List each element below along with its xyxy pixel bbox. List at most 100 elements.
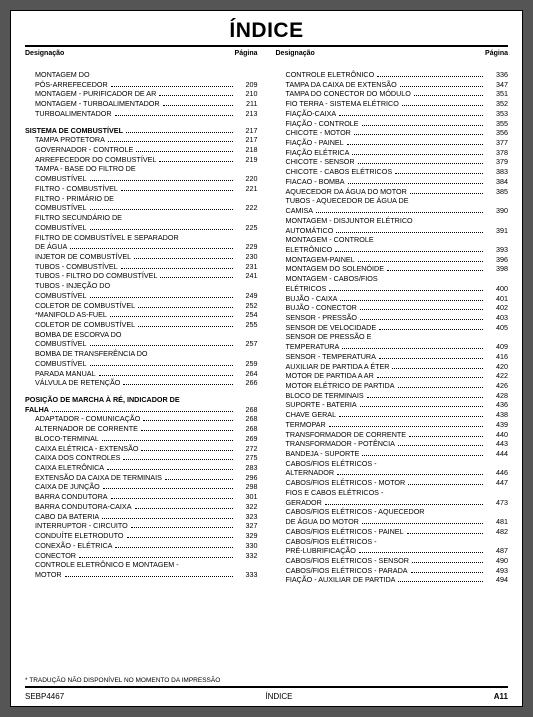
leader xyxy=(337,469,483,475)
index-page: 426 xyxy=(486,381,508,391)
index-row: POSIÇÃO DE MARCHA À RÉ, INDICADOR DE xyxy=(25,395,258,405)
leader xyxy=(123,379,232,385)
index-row: SISTEMA DE COMBUSTÍVEL217 xyxy=(25,126,258,136)
leader xyxy=(410,188,483,194)
index-label: TAMPA PROTETORA xyxy=(25,135,105,145)
index-row: INJETOR DE COMBUSTÍVEL230 xyxy=(25,252,258,262)
index-page: 390 xyxy=(486,206,508,216)
index-label: ALTERNADOR xyxy=(276,468,335,478)
index-row: COLETOR DE COMBUSTÍVEL252 xyxy=(25,301,258,311)
index-row: DE ÁGUA229 xyxy=(25,242,258,252)
index-label: COMBUSTÍVEL xyxy=(25,291,87,301)
index-row: CONTROLE ELETRÔNICO336 xyxy=(276,70,509,80)
index-label: SENSOR DE VELOCIDADE xyxy=(276,323,377,333)
leader xyxy=(111,493,233,499)
leader xyxy=(160,272,232,278)
index-row: CONEXÃO - ELÉTRICA330 xyxy=(25,541,258,551)
index-page: 269 xyxy=(236,434,258,444)
index-label: CABOS/FIOS ELÉTRICOS - SENSOR xyxy=(276,556,409,566)
index-page: 396 xyxy=(486,255,508,265)
index-label: DE ÁGUA DO MOTOR xyxy=(276,517,359,527)
index-page: 217 xyxy=(236,126,258,136)
index-row: BUJÃO - CAIXA401 xyxy=(276,294,509,304)
index-row: TAMPA PROTETORA 217 xyxy=(25,135,258,145)
index-label: COMBUSTÍVEL xyxy=(25,339,87,349)
index-row: CHICOTE - MOTOR356 xyxy=(276,128,509,138)
index-label: CAIXA DE JUNÇÃO xyxy=(25,482,100,492)
index-label: VÁLVULA DE RETENÇÃO xyxy=(25,378,120,388)
index-label: MONTAGEM DO SOLENÓIDE xyxy=(276,264,385,274)
index-row: FIAÇÃO - AUXILIAR DE PARTIDA494 xyxy=(276,575,509,585)
index-label: COMBUSTÍVEL xyxy=(25,174,87,184)
index-row: CABOS/FIOS ELÉTRICOS - AQUECEDOR xyxy=(276,507,509,517)
index-label: MONTAGEM - CONTROLE xyxy=(276,235,374,245)
index-row: ELETRÔNICO393 xyxy=(276,245,509,255)
index-page: 401 xyxy=(486,294,508,304)
index-page: 210 xyxy=(236,89,258,99)
index-label: TUBOS - INJEÇÃO DO xyxy=(25,281,110,291)
leader xyxy=(141,445,232,451)
leader xyxy=(359,547,483,553)
leader xyxy=(121,185,233,191)
index-row: CABOS/FIOS ELÉTRICOS - PAINEL482 xyxy=(276,527,509,537)
index-row: BANDEJA - SUPORTE444 xyxy=(276,449,509,459)
index-label: MONTAGEM - DISJUNTOR ELÉTRICO xyxy=(276,216,413,226)
index-page: 218 xyxy=(236,145,258,155)
index-page: 416 xyxy=(486,352,508,362)
index-page: 230 xyxy=(236,252,258,262)
leader xyxy=(131,522,233,528)
index-label: CONDUÍTE ELETRODUTO xyxy=(25,531,124,541)
leader xyxy=(336,227,483,233)
leader xyxy=(362,450,483,456)
index-page: 219 xyxy=(236,155,258,165)
index-page: 231 xyxy=(236,262,258,272)
index-row: COMBUSTÍVEL 225 xyxy=(25,223,258,233)
index-page: 323 xyxy=(236,512,258,522)
index-page: 217 xyxy=(236,135,258,145)
index-row: TUBOS - FILTRO DO COMBUSTÍVEL241 xyxy=(25,271,258,281)
index-page: 268 xyxy=(236,405,258,415)
index-page: 241 xyxy=(236,271,258,281)
index-row: CABOS/FIOS ELÉTRICOS - SENSOR490 xyxy=(276,556,509,566)
index-page: 393 xyxy=(486,245,508,255)
index-row: CABOS/FIOS ELÉTRICOS - xyxy=(276,537,509,547)
colhead-left-label: Designação xyxy=(276,50,315,57)
index-label: CHAVE GERAL xyxy=(276,410,337,420)
index-page: 275 xyxy=(236,453,258,463)
index-page: 420 xyxy=(486,362,508,372)
leader xyxy=(90,292,233,298)
right-column: Designação Página CONTROLE ELETRÔNICO336… xyxy=(276,50,509,650)
index-label: COMBUSTÍVEL xyxy=(25,223,87,233)
index-page: 398 xyxy=(486,264,508,274)
leader xyxy=(102,513,232,519)
index-label: TAMPA DA CAIXA DE EXTENSÃO xyxy=(276,80,397,90)
index-label: BLOCO DE TERMINAIS xyxy=(276,391,364,401)
index-page: 225 xyxy=(236,223,258,233)
index-row: MONTAGEM DO SOLENÓIDE 398 xyxy=(276,264,509,274)
index-row: ALTERNADOR DE CORRENTE268 xyxy=(25,424,258,434)
index-label: FILTRO SECUNDÁRIO DE xyxy=(25,213,122,223)
index-label: CABO DA BATERIA xyxy=(25,512,99,522)
page: ÍNDICE Designação Página MONTAGEM DOPÓS-… xyxy=(10,10,523,707)
leader xyxy=(339,110,483,116)
index-page: 268 xyxy=(236,414,258,424)
index-page: 298 xyxy=(236,482,258,492)
index-row: SENSOR - TEMPERATURA416 xyxy=(276,352,509,362)
index-page: 220 xyxy=(236,174,258,184)
leader xyxy=(316,207,483,213)
index-label: TRANSFORMADOR DE CORRENTE xyxy=(276,430,407,440)
index-page: 322 xyxy=(236,502,258,512)
index-label: ALTERNADOR DE CORRENTE xyxy=(25,424,138,434)
index-page: 444 xyxy=(486,449,508,459)
index-page: 264 xyxy=(236,369,258,379)
index-label: AUTOMÁTICO xyxy=(276,226,334,236)
index-row: MONTAGEM - TURBOALIMENTADOR211 xyxy=(25,99,258,109)
index-page: 283 xyxy=(236,463,258,473)
index-page: 428 xyxy=(486,391,508,401)
index-row: CAIXA ELÉTRICA - EXTENSÃO272 xyxy=(25,444,258,454)
index-row: TRANSFORMADOR DE CORRENTE440 xyxy=(276,430,509,440)
columns: Designação Página MONTAGEM DOPÓS-ARREFEC… xyxy=(25,50,508,650)
index-label: CABOS/FIOS ELÉTRICOS - xyxy=(276,459,377,469)
leader xyxy=(407,528,483,534)
index-row: INTERRUPTOR - CIRCUITO327 xyxy=(25,521,258,531)
